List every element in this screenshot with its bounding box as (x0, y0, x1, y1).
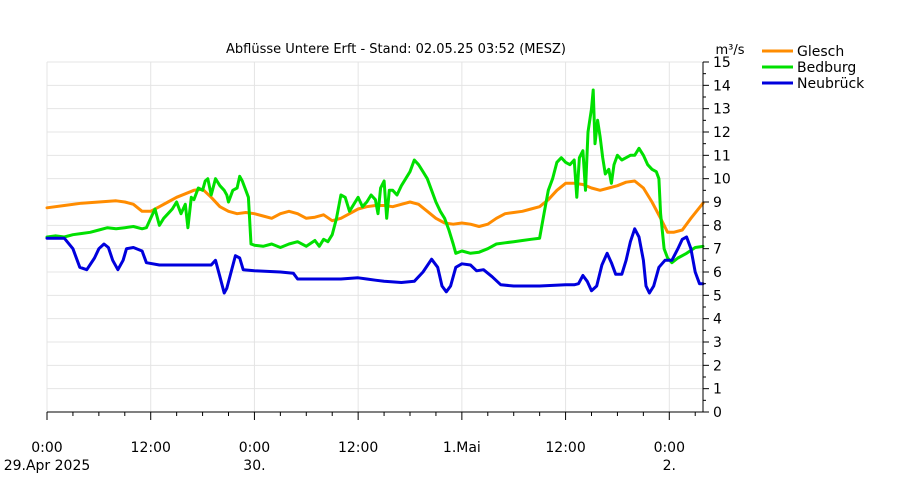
y-tick-label: 13 (713, 102, 731, 118)
x-tick-label: 12:00 (131, 440, 171, 456)
x-tick-label-secondary: 2. (663, 458, 676, 474)
legend-label: Bedburg (797, 60, 856, 76)
y-tick-label: 14 (713, 78, 731, 94)
y-tick-label: 10 (713, 172, 731, 188)
legend-label: Glesch (797, 44, 844, 60)
x-tick-label: 0:00 (31, 440, 62, 456)
y-tick-label: 4 (713, 312, 722, 328)
y-tick-label: 0 (713, 405, 722, 421)
y-tick-label: 6 (713, 265, 722, 281)
y-axis-unit-label: m³/s (715, 43, 744, 58)
y-tick-label: 2 (713, 358, 722, 374)
y-tick-label: 1 (713, 382, 722, 398)
x-tick-label: 0:00 (239, 440, 270, 456)
series-lines (45, 88, 705, 295)
legend-label: Neubrück (797, 76, 865, 92)
y-tick-label: 8 (713, 218, 722, 234)
series-line-glesch (45, 179, 705, 234)
y-tick-label: 11 (713, 148, 731, 164)
y-tick-label: 5 (713, 288, 722, 304)
y-tick-label: 7 (713, 242, 722, 258)
y-tick-label: 12 (713, 125, 731, 141)
x-tick-label: 0:00 (654, 440, 685, 456)
y-tick-label: 9 (713, 195, 722, 211)
x-tick-label-secondary: 30. (243, 458, 265, 474)
chart-title: Abflüsse Untere Erft - Stand: 02.05.25 0… (226, 42, 566, 57)
x-tick-label: 12:00 (338, 440, 378, 456)
grid (46, 61, 703, 413)
x-tick-label-secondary: 29.Apr 2025 (4, 458, 91, 474)
x-tick-label: 12:00 (545, 440, 585, 456)
series-line-neubrück (45, 227, 705, 295)
series-line-bedburg (45, 88, 705, 265)
plot-area (47, 62, 703, 412)
y-tick-label: 15 (713, 55, 731, 71)
x-tick-label: 1.Mai (443, 440, 481, 456)
y-tick-label: 3 (713, 335, 722, 351)
